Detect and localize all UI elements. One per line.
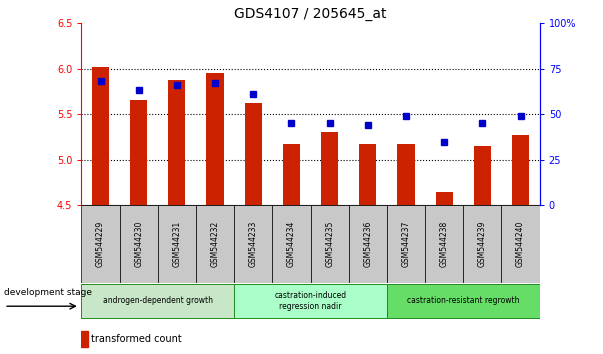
Bar [283, 144, 300, 205]
FancyBboxPatch shape [81, 205, 119, 283]
Text: GSM544238: GSM544238 [440, 221, 449, 267]
Text: GSM544239: GSM544239 [478, 221, 487, 268]
Text: GSM544231: GSM544231 [172, 221, 182, 267]
Bar [130, 101, 147, 205]
Text: transformed count: transformed count [91, 334, 182, 344]
FancyBboxPatch shape [119, 205, 158, 283]
FancyBboxPatch shape [311, 205, 349, 283]
Text: GSM544232: GSM544232 [210, 221, 219, 267]
FancyBboxPatch shape [158, 205, 196, 283]
Bar [359, 144, 376, 205]
FancyBboxPatch shape [234, 284, 387, 318]
Bar [206, 73, 224, 205]
FancyBboxPatch shape [502, 205, 540, 283]
FancyBboxPatch shape [349, 205, 387, 283]
Bar [512, 135, 529, 205]
FancyBboxPatch shape [81, 284, 234, 318]
Bar [245, 103, 262, 205]
Text: castration-induced
regression nadir: castration-induced regression nadir [274, 291, 347, 310]
Bar [321, 132, 338, 205]
Text: androgen-dependent growth: androgen-dependent growth [103, 296, 213, 306]
Text: GSM544236: GSM544236 [364, 221, 372, 268]
Text: GSM544237: GSM544237 [402, 221, 411, 268]
Bar [92, 67, 109, 205]
FancyBboxPatch shape [196, 205, 234, 283]
Text: GSM544235: GSM544235 [325, 221, 334, 268]
Bar [474, 146, 491, 205]
Bar [397, 144, 415, 205]
Text: GSM544234: GSM544234 [287, 221, 296, 268]
Bar [168, 80, 186, 205]
FancyBboxPatch shape [387, 284, 540, 318]
Text: GSM544230: GSM544230 [134, 221, 143, 268]
Bar [81, 331, 89, 347]
FancyBboxPatch shape [463, 205, 502, 283]
Text: development stage: development stage [4, 287, 92, 297]
Title: GDS4107 / 205645_at: GDS4107 / 205645_at [235, 7, 387, 21]
FancyBboxPatch shape [387, 205, 425, 283]
FancyBboxPatch shape [234, 205, 273, 283]
Text: GSM544229: GSM544229 [96, 221, 105, 267]
FancyBboxPatch shape [425, 205, 463, 283]
Text: GSM544240: GSM544240 [516, 221, 525, 268]
Bar [435, 192, 453, 205]
Text: castration-resistant regrowth: castration-resistant regrowth [407, 296, 520, 306]
Text: GSM544233: GSM544233 [249, 221, 257, 268]
FancyBboxPatch shape [273, 205, 311, 283]
